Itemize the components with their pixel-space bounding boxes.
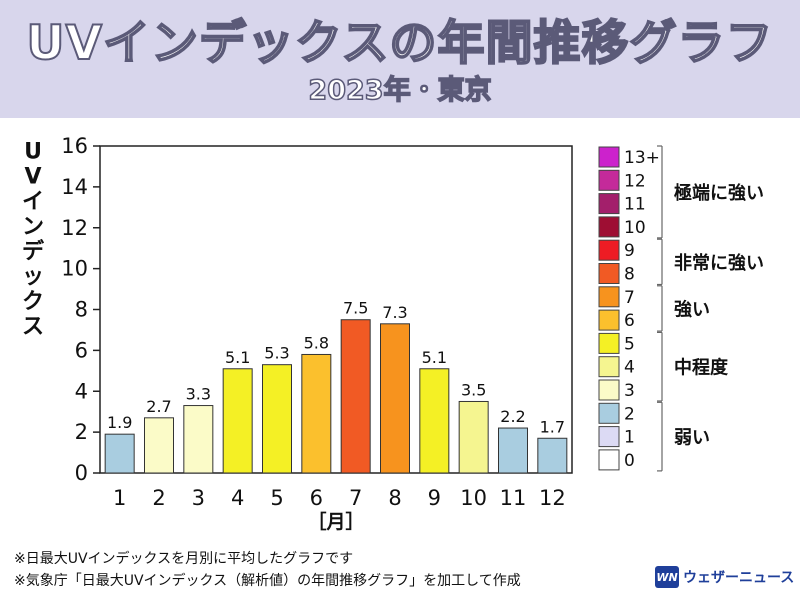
- uv-level-label: 13+: [624, 148, 660, 168]
- uv-level-swatch: [598, 379, 620, 401]
- y-axis-title: U V インデックス: [22, 140, 45, 340]
- y-tick-label: 4: [75, 379, 88, 403]
- bar-value-label: 3.5: [461, 380, 486, 399]
- y-tick-label: 8: [75, 298, 88, 322]
- x-tick-label: 2: [152, 486, 165, 510]
- uv-level-label: 4: [624, 358, 635, 378]
- bar-value-label: 5.1: [422, 348, 447, 367]
- bar-value-label: 3.3: [186, 385, 211, 404]
- uv-level-swatch: [598, 239, 620, 261]
- uv-level-label: 12: [624, 171, 646, 191]
- uv-category-label: 非常に強い: [674, 252, 764, 274]
- x-tick-label: 11: [500, 486, 527, 510]
- x-axis-label: ［月］: [307, 510, 364, 533]
- uv-level-swatch: [598, 449, 620, 471]
- uv-level-label: 10: [624, 218, 646, 238]
- uv-level-label: 9: [624, 241, 635, 261]
- uv-level-swatch: [598, 169, 620, 191]
- bar: [340, 319, 371, 474]
- uv-level-swatch: [598, 309, 620, 331]
- uv-level-label: 7: [624, 288, 635, 308]
- uv-level-label: 2: [624, 404, 635, 424]
- uv-level-swatch: [598, 402, 620, 424]
- plot-area: [99, 145, 573, 474]
- x-tick-label: 8: [388, 486, 401, 510]
- bar: [498, 427, 528, 474]
- logo-text: ウェザーニュース: [683, 570, 795, 586]
- x-tick-label: 6: [310, 486, 323, 510]
- uv-category-label: 弱い: [674, 428, 710, 449]
- footnote: ※気象庁「日最大UVインデックス（解析値）の年間推移グラフ」を加工して作成: [14, 573, 521, 589]
- y-tick-label: 12: [61, 216, 88, 240]
- bar-value-label: 5.1: [225, 348, 250, 367]
- bar-value-label: 5.3: [264, 344, 289, 363]
- uv-level-swatch: [598, 216, 620, 238]
- bar-value-label: 2.7: [146, 397, 171, 416]
- y-axis-label: U V インデックス: [22, 140, 45, 340]
- page-subtitle: 2023年・東京: [308, 74, 493, 107]
- uv-level-label: 5: [624, 334, 635, 354]
- uv-level-swatch: [598, 426, 620, 448]
- bar: [301, 353, 332, 474]
- uv-level-swatch: [598, 286, 620, 308]
- bar: [183, 405, 214, 474]
- uv-level-label: 6: [624, 311, 635, 331]
- y-tick-label: 10: [61, 257, 88, 281]
- uv-level-swatch: [598, 356, 620, 378]
- x-tick-label: 10: [460, 486, 487, 510]
- x-tick-label: 4: [231, 486, 244, 510]
- uv-level-label: 0: [624, 451, 635, 471]
- y-tick-label: 16: [61, 134, 88, 158]
- x-tick-label: 9: [428, 486, 441, 510]
- y-tick-label: 14: [61, 175, 88, 199]
- bar: [458, 400, 489, 474]
- y-tick-label: 2: [75, 420, 88, 444]
- y-axis: 0 2 4 6 8 10 12 14 16: [61, 134, 100, 485]
- bar: [419, 368, 450, 474]
- bar-value-label: 1.9: [107, 413, 132, 432]
- uv-level-label: 11: [624, 195, 646, 215]
- y-tick-label: 0: [75, 461, 88, 485]
- uv-level-swatch: [598, 146, 620, 168]
- uv-level-label: 8: [624, 265, 635, 285]
- uv-level-swatch: [598, 263, 620, 284]
- y-tick-label: 6: [75, 338, 88, 362]
- bar: [537, 437, 568, 474]
- uv-category-label: 極端に強い: [674, 182, 764, 204]
- uv-level-label: 1: [624, 428, 635, 448]
- bar: [144, 417, 174, 474]
- uv-category-label: 中程度: [674, 357, 729, 379]
- uv-level-swatch: [598, 193, 620, 215]
- logo-mark-icon: WN: [655, 566, 679, 588]
- x-tick-label: 7: [349, 486, 362, 510]
- bar-series: 1.9 2.7 3.3 5.1 5.3 5.8 7.5 7.3 5.1 3.5 2.2 1.7: [104, 299, 568, 474]
- bar: [104, 433, 135, 474]
- bar-value-label: 7.3: [382, 303, 407, 322]
- title-banner: UVインデックスの年間推移グラフ 2023年・東京: [0, 0, 800, 118]
- bar-value-label: 7.5: [343, 299, 368, 318]
- bar-value-label: 1.7: [540, 417, 565, 436]
- footnote: ※日最大UVインデックスを月別に平均したグラフです: [14, 551, 354, 567]
- brand-logo: WN ウェザーニュース: [655, 566, 794, 588]
- x-axis: 1 2 3 4 5 6 7 8 9 10 11 12: [113, 486, 566, 510]
- uv-level-label: 3: [624, 381, 635, 401]
- x-tick-label: 5: [270, 486, 283, 510]
- bar: [222, 368, 253, 474]
- bar-value-label: 5.8: [304, 333, 329, 352]
- x-tick-label: 3: [192, 486, 205, 510]
- bar: [262, 364, 292, 474]
- uv-category-label: 強い: [674, 298, 710, 320]
- uv-level-swatch: [598, 332, 620, 354]
- bar: [380, 323, 410, 474]
- page-title: UVインデックスの年間推移グラフ: [25, 15, 774, 72]
- bar-value-label: 2.2: [500, 407, 525, 426]
- footnotes: ※日最大UVインデックスを月別に平均したグラフです ※気象庁「日最大UVインデッ…: [14, 548, 521, 592]
- x-tick-label: 12: [539, 486, 566, 510]
- x-tick-label: 1: [113, 486, 126, 510]
